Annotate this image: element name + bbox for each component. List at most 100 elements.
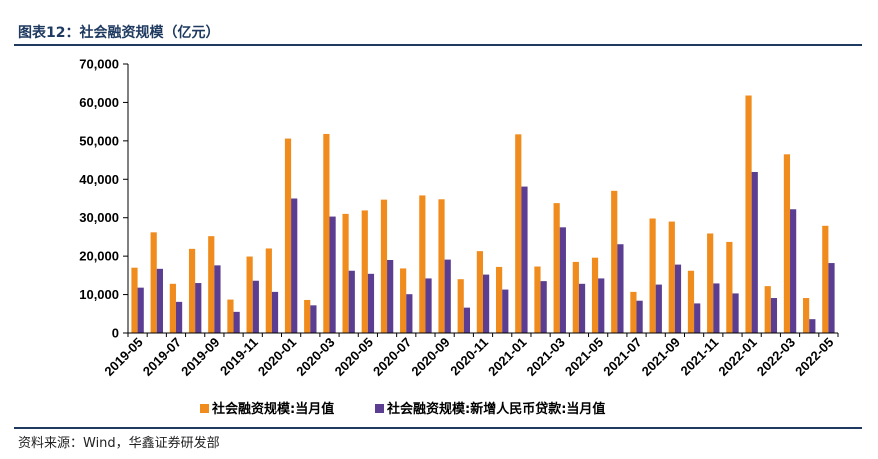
bar-total-financing (572, 261, 579, 333)
bar-rmb-loans (521, 186, 528, 333)
bar-rmb-loans (598, 278, 605, 333)
bar-rmb-loans (252, 280, 259, 333)
bar-total-financing (400, 268, 407, 333)
x-tick-label: 2020-07 (370, 335, 414, 379)
bar-rmb-loans (751, 171, 758, 333)
bar-rmb-loans (214, 265, 221, 333)
legend-swatch-rmb-loans (375, 404, 384, 413)
bar-rmb-loans (636, 300, 643, 333)
x-tick-label: 2021-09 (639, 335, 683, 379)
footer-rule (14, 427, 862, 429)
bar-total-financing (707, 233, 714, 333)
x-tick-label: 2019-09 (178, 335, 222, 379)
header-rule (14, 44, 862, 46)
x-tick-label: 2020-03 (293, 335, 337, 379)
bar-rmb-loans (137, 287, 144, 333)
x-tick-label: 2022-05 (792, 335, 836, 379)
bar-rmb-loans (617, 244, 624, 333)
bar-rmb-loans (367, 273, 375, 333)
y-tick-label: 50,000 (79, 133, 119, 148)
x-tick-label: 2020-09 (408, 335, 452, 379)
bar-total-financing (380, 199, 388, 333)
y-tick-label: 40,000 (79, 172, 119, 187)
x-tick-label: 2020-05 (332, 335, 376, 379)
bar-total-financing (438, 199, 445, 333)
bar-total-financing (150, 232, 157, 333)
bar-rmb-loans (790, 209, 797, 333)
bar-rmb-loans (809, 319, 816, 333)
x-tick-label: 2021-03 (524, 335, 568, 379)
y-tick-label: 10,000 (79, 287, 119, 302)
x-tick-label: 2020-01 (255, 335, 299, 379)
bar-total-financing (687, 270, 695, 333)
bar-rmb-loans (770, 298, 778, 333)
bar-total-financing (495, 266, 503, 333)
bar-rmb-loans (694, 303, 701, 333)
legend: 社会融资规模:当月值 社会融资规模:新增人民币贷款:当月值 (200, 401, 605, 417)
bar-total-financing (323, 133, 330, 333)
source-note: 资料来源：Wind，华鑫证券研发部 (18, 436, 220, 451)
bar-rmb-loans (348, 270, 355, 333)
bar-total-financing (534, 266, 541, 333)
bar-rmb-loans (310, 305, 317, 333)
bar-rmb-loans (444, 259, 451, 333)
bar-rmb-loans (655, 284, 662, 333)
bar-total-financing (515, 134, 522, 333)
legend-swatch-total-financing (200, 404, 209, 413)
legend-label-total-financing: 社会融资规模:当月值 (211, 401, 334, 417)
x-tick-label: 2021-11 (678, 335, 722, 379)
bar-rmb-loans (271, 291, 279, 333)
bar-total-financing (668, 221, 675, 333)
bar-total-financing (745, 95, 752, 333)
bar-total-financing (553, 203, 560, 333)
bar-total-financing (265, 248, 272, 333)
bar-rmb-loans (387, 259, 394, 333)
bar-total-financing (822, 225, 829, 333)
x-tick-label: 2021-05 (562, 335, 606, 379)
bar-rmb-loans (559, 227, 566, 333)
x-tick-label: 2019-07 (140, 335, 184, 379)
x-tick-label: 2022-03 (754, 335, 798, 379)
y-tick-label: 60,000 (79, 95, 119, 110)
bar-rmb-loans (732, 293, 739, 333)
bar-rmb-loans (483, 274, 490, 333)
x-tick-label: 2020-11 (447, 335, 491, 379)
bar-rmb-loans (502, 289, 509, 333)
bar-total-financing (361, 210, 368, 333)
bar-total-financing (649, 218, 656, 333)
bar-total-financing (304, 299, 311, 333)
bar-rmb-loans (233, 311, 240, 333)
chart-title: 图表12：社会融资规模（亿元） (18, 25, 220, 41)
bar-rmb-loans (828, 263, 835, 333)
y-tick-label: 70,000 (79, 57, 119, 72)
bar-rmb-loans (425, 278, 432, 333)
bar-total-financing (611, 190, 618, 333)
bar-rmb-loans (175, 301, 183, 333)
y-tick-label: 0 (112, 326, 119, 341)
bar-total-financing (246, 256, 253, 333)
x-tick-label: 2019-11 (217, 335, 261, 379)
x-tick-label: 2021-07 (600, 335, 644, 379)
bar-total-financing (764, 286, 771, 333)
bar-total-financing (169, 283, 176, 333)
bar-rmb-loans (578, 283, 586, 333)
bar-total-financing (131, 267, 138, 333)
bar-total-financing (227, 299, 234, 333)
bar-total-financing (783, 154, 791, 333)
y-axis: 0 10,000 20,000 30,000 40,000 50,000 60,000 70,… (79, 57, 129, 341)
bar-total-financing (630, 291, 637, 333)
legend-label-rmb-loans: 社会融资规模:新增人民币贷款:当月值 (386, 401, 605, 417)
x-axis: 2019-052019-072019-092019-112020-012020-… (101, 332, 839, 379)
bar-rmb-loans (713, 283, 720, 333)
x-tick-label: 2022-01 (715, 335, 759, 379)
bar-total-financing (803, 298, 810, 333)
bar-total-financing (419, 195, 426, 333)
bar-total-financing (457, 279, 464, 333)
bar-total-financing (726, 241, 733, 333)
bar-rmb-loans (540, 281, 547, 333)
x-tick-label: 2021-01 (485, 335, 529, 379)
bar-rmb-loans (674, 264, 682, 333)
y-tick-label: 30,000 (79, 210, 119, 225)
x-tick-label: 2019-05 (101, 335, 145, 379)
bar-total-financing (342, 213, 349, 333)
